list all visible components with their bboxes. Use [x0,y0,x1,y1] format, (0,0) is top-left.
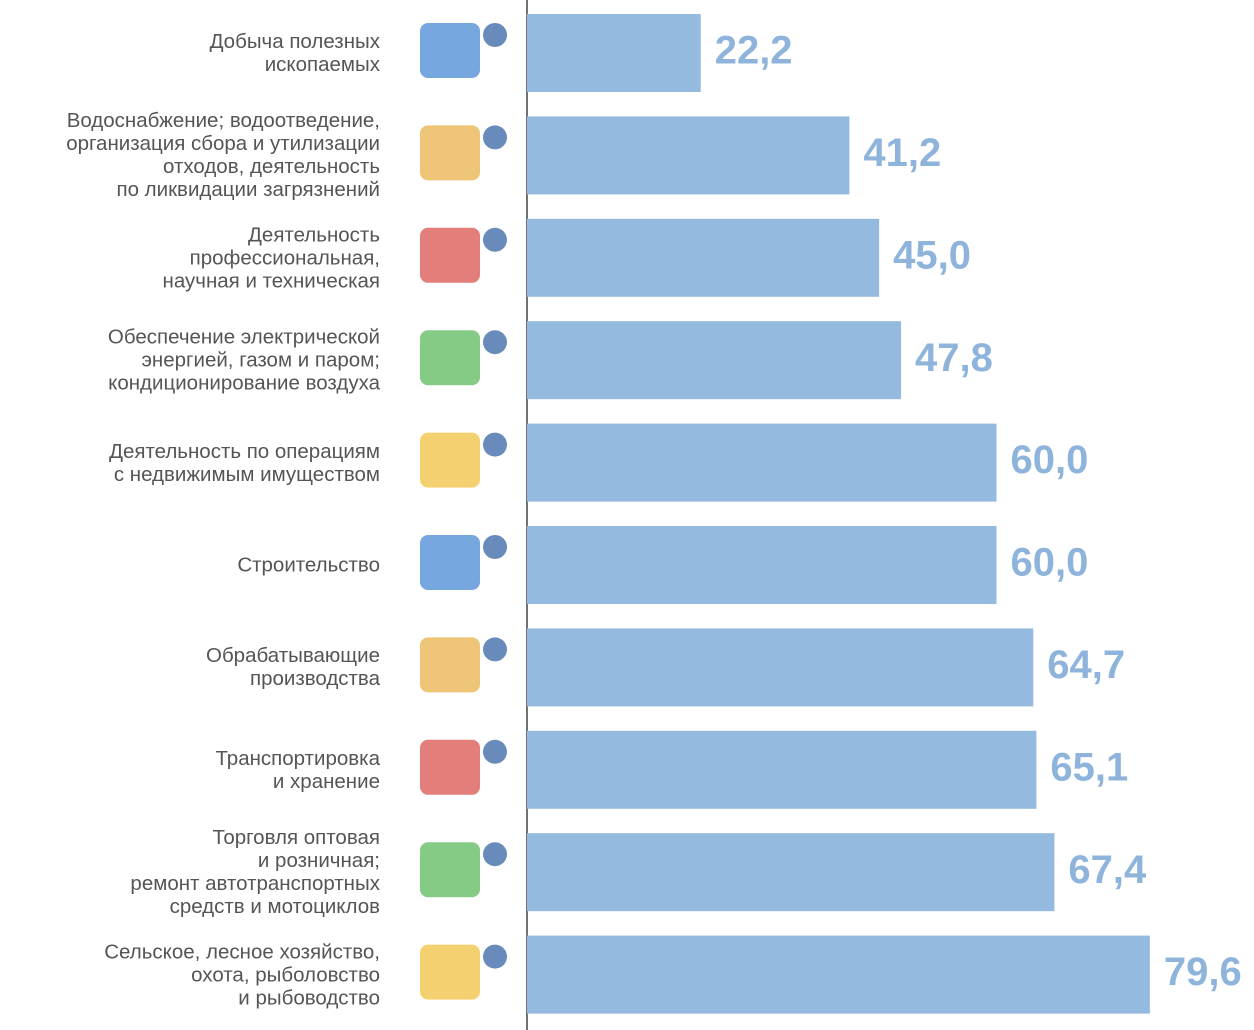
chart: 22,2 41,2 45,0 47,8 60,0 60,0 64,7 65,1 67,4 79,6… [0,0,1254,1030]
icon-shape [483,330,507,354]
icon-shape [483,945,507,969]
icon-shape [420,125,480,180]
value-label: 64,7 [1047,643,1125,687]
value-label: 22,2 [715,29,793,73]
category-icon [420,433,507,488]
icon-shape [483,842,507,866]
icon-shape [420,740,480,795]
bar [527,833,1054,911]
bar [527,526,997,604]
bar [527,424,997,502]
category-label: Торговля оптовая и розничная; ремонт авт… [0,826,380,918]
category-label: Добыча полезных ископаемых [0,30,380,76]
value-label: 47,8 [915,336,993,380]
category-icon [420,740,507,795]
value-label: 60,0 [1011,541,1089,585]
value-label: 79,6 [1164,950,1242,994]
icon-shape [420,945,480,1000]
icon-shape [483,228,507,252]
value-label: 45,0 [893,233,971,277]
category-icon [420,637,507,692]
category-icon [420,125,507,180]
category-label: Обрабатывающие производства [0,644,380,690]
bar [527,219,879,297]
bar [527,14,701,92]
bar [527,116,849,194]
icon-shape [420,330,480,385]
icon-shape [483,125,507,149]
bar [527,936,1150,1014]
category-label: Водоснабжение; водоотведение, организаци… [0,109,380,201]
icon-shape [420,228,480,283]
value-label: 41,2 [863,131,941,175]
value-label: 65,1 [1050,745,1128,789]
icon-shape [483,433,507,457]
category-label: Обеспечение электрической энергией, газо… [0,326,380,395]
category-icon [420,228,507,283]
category-icon [420,842,507,897]
category-label: Транспортировка и хранение [0,747,380,793]
category-icon [420,23,507,78]
icon-shape [420,637,480,692]
icon-shape [420,433,480,488]
category-icon [420,535,507,590]
bar [527,731,1036,809]
category-icon [420,945,507,1000]
category-label: Деятельность по операциям с недвижимым и… [0,440,380,486]
category-label: Строительство [0,554,380,577]
value-label: 60,0 [1011,438,1089,482]
icon-shape [483,535,507,559]
bar [527,321,901,399]
icon-shape [483,23,507,47]
icon-shape [420,842,480,897]
icon-shape [420,535,480,590]
value-label: 67,4 [1068,848,1147,892]
category-icon [420,330,507,385]
category-label: Деятельность профессиональная, научная и… [0,223,380,292]
icon-shape [483,637,507,661]
icon-shape [420,23,480,78]
category-label: Сельское, лесное хозяйство, охота, рыбол… [0,940,380,1009]
bar [527,628,1033,706]
icon-shape [483,740,507,764]
